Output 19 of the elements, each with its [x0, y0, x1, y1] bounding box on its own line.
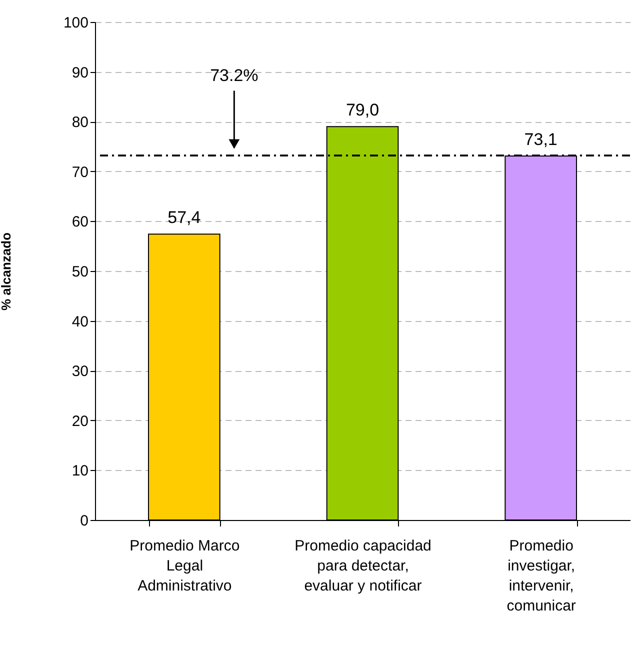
x-tick-label: Promedio capacidad para detectar, evaluar y notificar: [294, 538, 432, 594]
data-label: 79,0: [346, 100, 380, 120]
y-tick-label: 10: [72, 462, 88, 480]
y-tick-label: 90: [72, 64, 88, 82]
x-tick-label: Promedio Marco Legal Administrativo: [130, 538, 240, 594]
data-label: 73,1: [524, 130, 558, 149]
y-tick-label: 50: [72, 264, 88, 280]
ref-line-label: 73.2%: [210, 66, 258, 85]
y-tick-label: 80: [72, 114, 88, 132]
y-tick-label: 60: [72, 214, 88, 231]
y-tick-label: 30: [72, 363, 88, 380]
y-tick-label: 0: [80, 512, 88, 530]
x-tick-label: Promedio investigar, intervenir, comunicar: [506, 538, 576, 614]
y-axis-title: % alcanzado: [0, 232, 14, 311]
y-tick-label: 70: [72, 164, 88, 181]
y-tick-label: 100: [63, 14, 88, 32]
y-tick-label: 40: [72, 313, 88, 330]
y-tick-label: 20: [72, 412, 88, 430]
data-label: 57,4: [168, 208, 201, 228]
